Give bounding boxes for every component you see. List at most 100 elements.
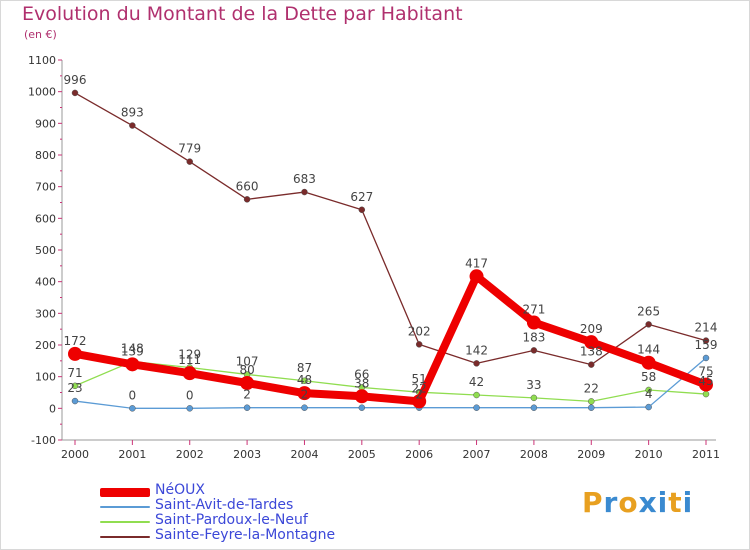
- y-tick-label: 900: [35, 117, 56, 130]
- data-label: 779: [178, 142, 201, 156]
- data-point: [530, 404, 538, 411]
- data-label: 139: [121, 344, 144, 358]
- data-label: 0: [186, 388, 194, 402]
- series-line: [71, 272, 710, 406]
- data-label: 111: [178, 353, 201, 367]
- x-tick-label: 2009: [577, 448, 605, 461]
- logo-letter: t: [668, 486, 683, 519]
- data-label: 42: [469, 375, 484, 389]
- x-tick-label: 2001: [118, 448, 146, 461]
- data-label: 627: [350, 190, 373, 204]
- series-line: [74, 357, 707, 409]
- data-point: [530, 347, 538, 354]
- y-tick-label: 0: [49, 402, 56, 415]
- data-label: 209: [580, 322, 603, 336]
- data-label: 142: [465, 343, 488, 357]
- x-tick-label: 2004: [290, 448, 318, 461]
- data-point: [297, 386, 312, 401]
- data-point: [71, 89, 79, 97]
- legend-swatch: [100, 520, 150, 523]
- data-label: 4: [645, 387, 653, 401]
- y-tick-label: 500: [35, 244, 56, 257]
- data-label: 45: [698, 374, 713, 388]
- data-point: [129, 405, 136, 412]
- data-label: 148: [121, 341, 144, 355]
- y-tick-label: 1000: [28, 86, 56, 99]
- data-label: 71: [67, 366, 82, 380]
- data-point: [125, 357, 140, 372]
- data-point: [645, 321, 652, 328]
- x-tick-label: 2010: [635, 448, 663, 461]
- data-point: [588, 361, 595, 368]
- data-point: [641, 355, 656, 370]
- y-tick-label: 400: [35, 276, 56, 289]
- data-label: 66: [354, 367, 369, 381]
- data-label: 87: [297, 361, 312, 375]
- data-point: [645, 403, 652, 411]
- data-point: [469, 269, 484, 284]
- logo-letter: r: [603, 486, 619, 519]
- legend-swatch: [100, 535, 150, 538]
- data-point: [186, 405, 193, 412]
- data-label: 183: [522, 330, 545, 344]
- data-point: [588, 404, 595, 411]
- data-label: 2: [301, 388, 309, 402]
- legend-label: Saint-Avit-de-Tardes: [155, 497, 294, 513]
- x-tick-label: 2008: [520, 448, 548, 461]
- x-tick-label: 2005: [348, 448, 376, 461]
- data-label: 159: [695, 338, 718, 352]
- data-label: 129: [178, 347, 201, 361]
- data-label: 33: [526, 378, 541, 392]
- data-point: [301, 188, 308, 196]
- data-point: [301, 377, 308, 385]
- logo-letter: P: [582, 486, 604, 519]
- data-point: [699, 377, 713, 392]
- data-label: 660: [236, 179, 259, 193]
- data-label: 214: [695, 321, 718, 335]
- data-label: 2: [243, 388, 251, 402]
- data-label: 0: [129, 388, 137, 402]
- data-point: [358, 206, 366, 214]
- data-label: 22: [584, 381, 599, 395]
- data-point: [473, 391, 480, 399]
- data-label: 172: [64, 334, 87, 348]
- data-point: [415, 341, 423, 348]
- logo-letter: i: [682, 486, 694, 519]
- data-point: [240, 376, 255, 390]
- data-label: 23: [67, 381, 82, 395]
- x-tick-label: 2000: [61, 448, 89, 461]
- logo-letter: o: [618, 486, 639, 519]
- data-point: [71, 382, 79, 390]
- data-point: [182, 366, 197, 381]
- data-label: 271: [522, 303, 545, 317]
- data-point: [588, 398, 595, 405]
- data-point: [473, 360, 480, 367]
- data-point: [702, 354, 710, 362]
- data-label: 2: [415, 388, 423, 402]
- data-label: 202: [408, 324, 431, 338]
- y-tick-label: 200: [35, 339, 56, 352]
- legend-label: Saint-Pardoux-le-Neuf: [155, 512, 308, 528]
- legend-swatch: [100, 505, 150, 508]
- legend-label: NéOUX: [155, 482, 205, 498]
- data-point: [71, 397, 79, 405]
- data-point: [68, 346, 82, 361]
- data-label: 38: [354, 376, 369, 390]
- data-point: [243, 196, 251, 203]
- data-label: 138: [580, 345, 603, 359]
- y-tick-label: 600: [35, 212, 56, 225]
- data-point: [129, 122, 136, 129]
- data-label: 265: [637, 304, 660, 318]
- data-point: [526, 315, 541, 330]
- logo-letter: i: [657, 486, 669, 519]
- y-axis-unit: (en €): [24, 28, 57, 41]
- data-point: [186, 158, 193, 165]
- y-tick-label: 100: [35, 371, 56, 384]
- data-point: [702, 337, 710, 344]
- series-line: [74, 360, 707, 403]
- data-label: 683: [293, 172, 316, 186]
- data-label: 417: [465, 256, 488, 270]
- data-point: [354, 389, 369, 404]
- y-tick-label: 300: [35, 307, 56, 320]
